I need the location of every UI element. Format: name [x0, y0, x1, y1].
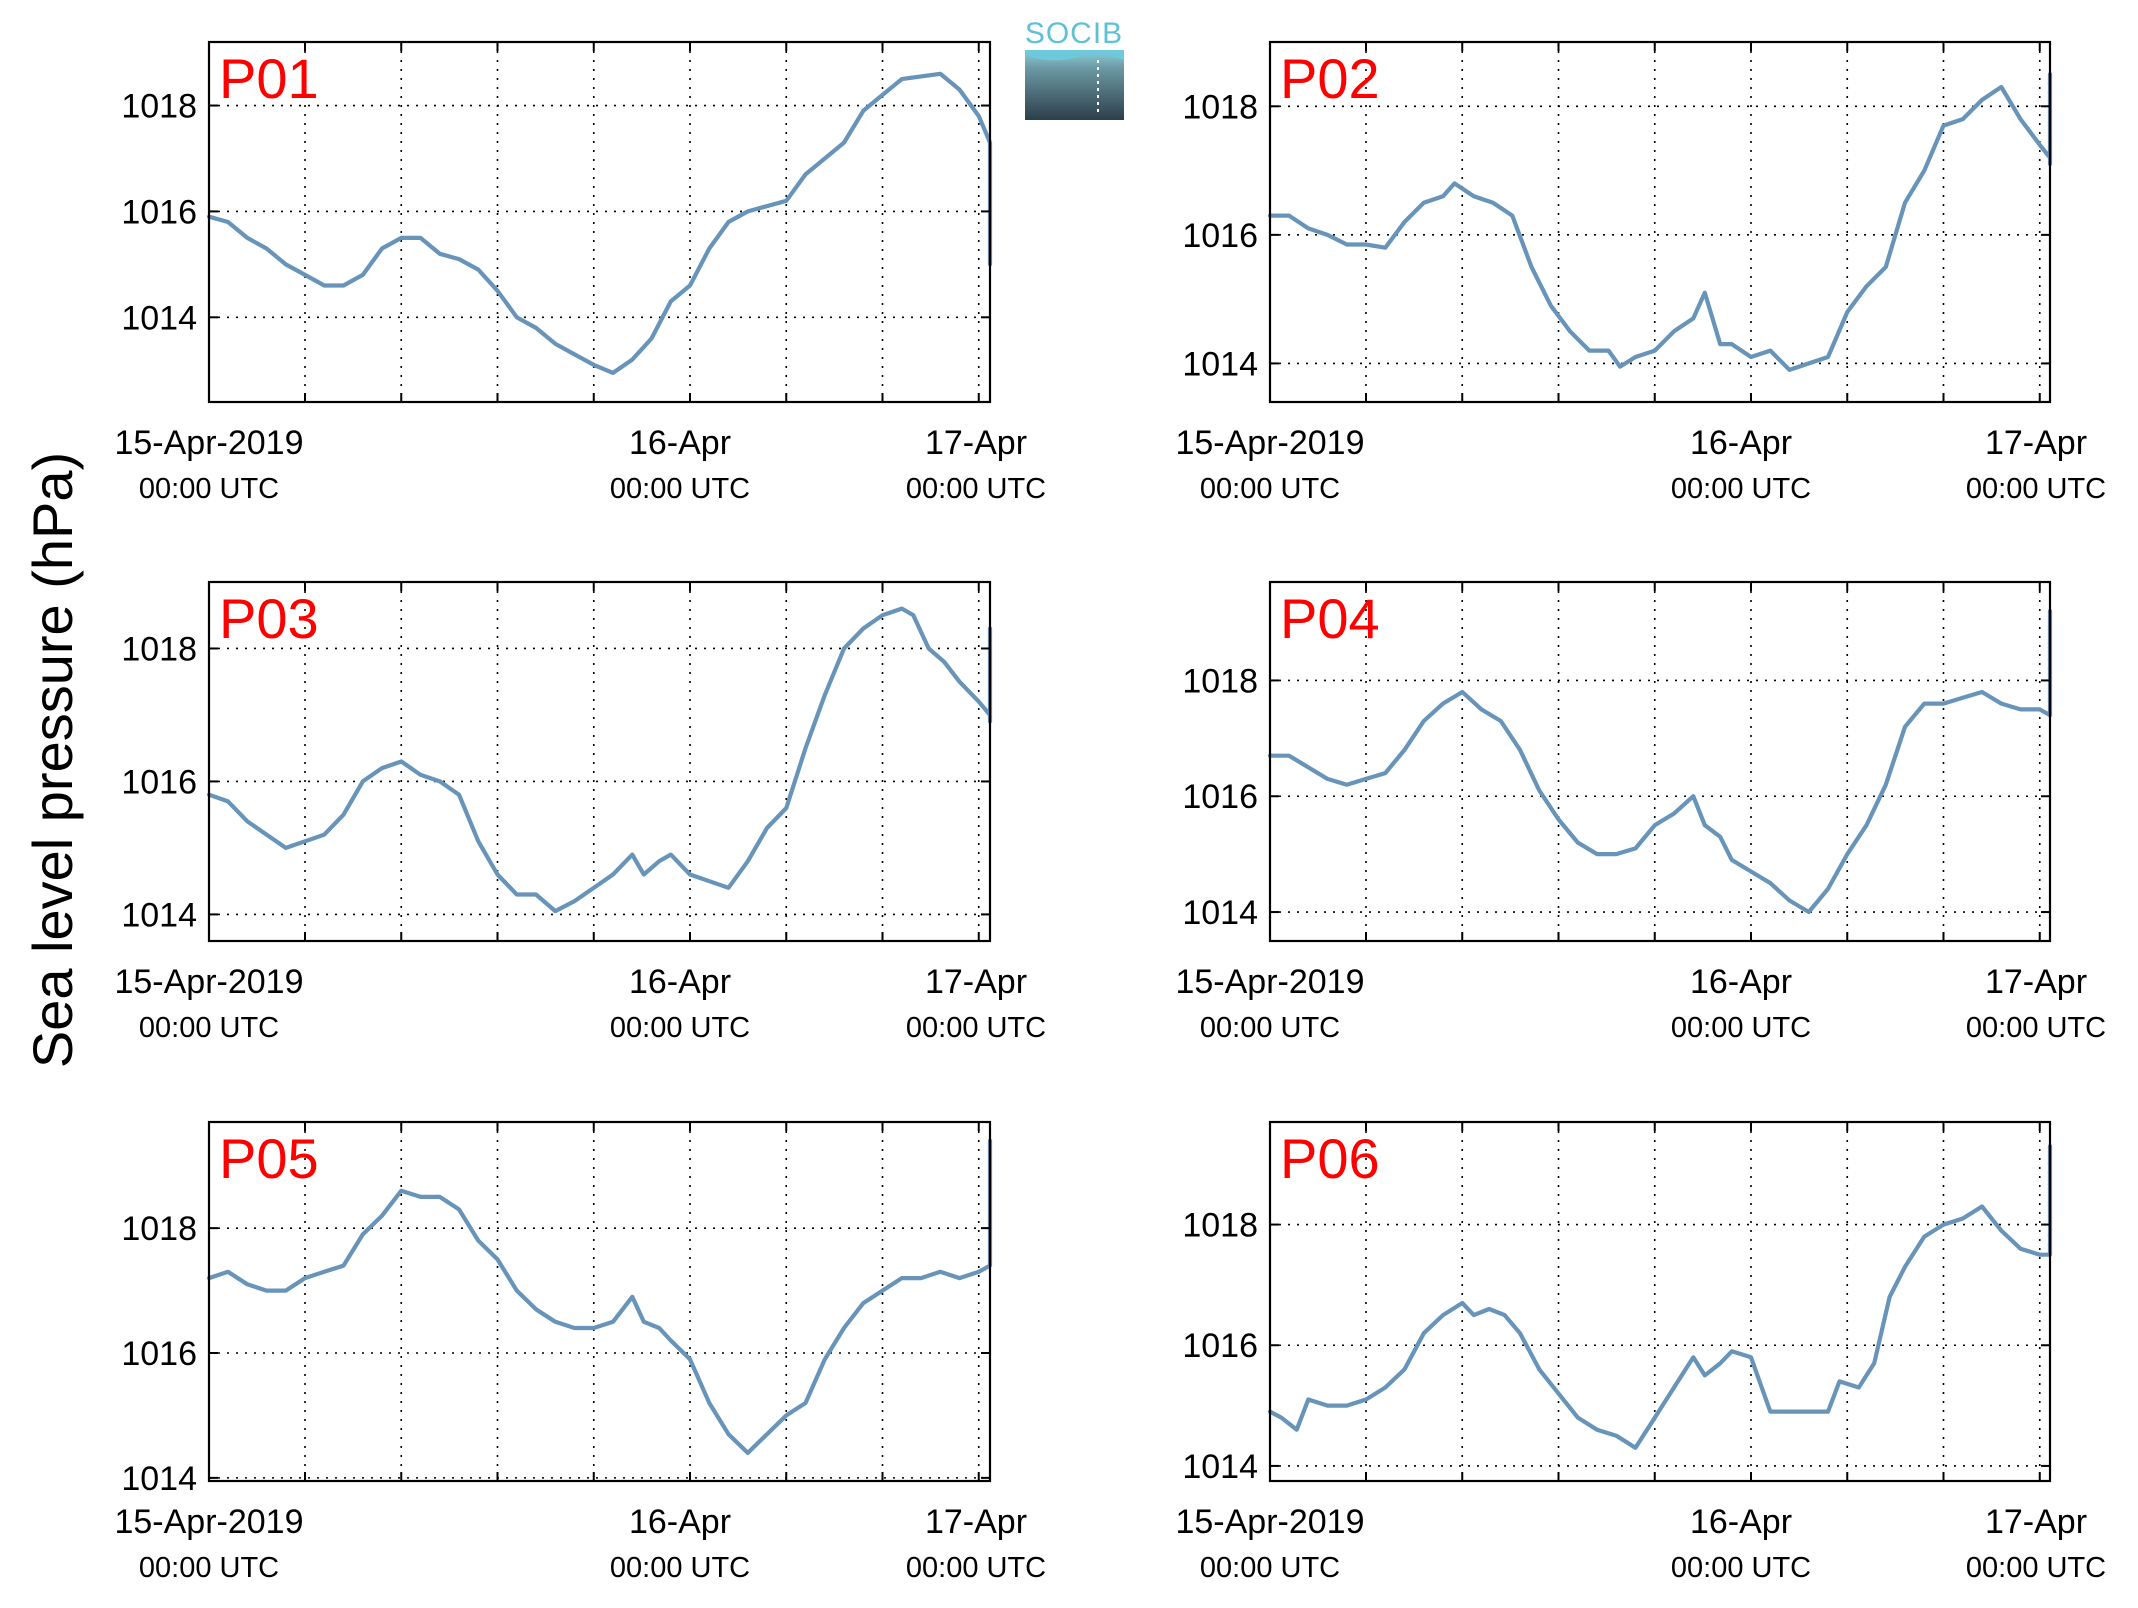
panel-title: P01 [219, 47, 319, 110]
y-tick-label: 1014 [1182, 345, 1258, 383]
x-tick-label-date: 15-Apr-2019 [1175, 424, 1364, 462]
y-tick-label: 1018 [121, 1210, 197, 1248]
x-tick-label-date: 17-Apr [925, 963, 1027, 1001]
x-tick-label-date: 17-Apr [925, 1503, 1027, 1541]
x-tick-label-date: 15-Apr-2019 [114, 1503, 303, 1541]
panel-title: P06 [1280, 1127, 1380, 1190]
x-tick-label-time: 00:00 UTC [139, 1012, 279, 1044]
plot-frame [1268, 580, 2052, 943]
x-tick-label-date: 17-Apr [1985, 424, 2087, 462]
series-line-p01 [206, 71, 993, 375]
panel-p02: 1014 1016 1018 15-Apr-2019 00:00 UTC 16-Apr 00… [1175, 40, 2106, 505]
x-tick-label-date: 17-Apr [1985, 963, 2087, 1001]
series-line-p02 [1267, 71, 2053, 372]
y-tick-label: 1016 [121, 193, 197, 231]
x-tick-label-time: 00:00 UTC [1671, 1012, 1811, 1044]
y-tick-label: 1018 [1182, 1207, 1258, 1245]
y-tick-label: 1014 [121, 896, 197, 934]
panel-title: P03 [219, 587, 319, 650]
x-tick-label-date: 16-Apr [629, 424, 731, 462]
x-tick-label-date: 17-Apr [1985, 1503, 2087, 1541]
panel-p01: 1014 1016 1018 15-Apr-2019 00:00 UTC 16-Apr 00… [114, 40, 1046, 505]
x-tick-label-time: 00:00 UTC [1671, 473, 1811, 505]
plot-frame [207, 40, 992, 404]
panel-title: P02 [1280, 47, 1380, 110]
x-tick-label-time: 00:00 UTC [610, 1012, 750, 1044]
x-tick-label-time: 00:00 UTC [139, 1552, 279, 1584]
x-tick-label-time: 00:00 UTC [610, 473, 750, 505]
panel-title: P05 [219, 1127, 319, 1190]
y-tick-label: 1014 [121, 1460, 197, 1498]
series-line-p05 [206, 1138, 993, 1456]
series-line-p04 [1267, 608, 2053, 915]
x-tick-label-date: 16-Apr [629, 963, 731, 1001]
logo-text: SOCIB [1025, 17, 1123, 50]
y-tick-label: 1018 [1182, 662, 1258, 700]
panel-p06: 1014 1016 1018 15-Apr-2019 00:00 UTC 16-Apr 00… [1175, 1120, 2106, 1584]
y-tick-label: 1016 [121, 763, 197, 801]
x-tick-label-date: 17-Apr [925, 424, 1027, 462]
x-tick-label-time: 00:00 UTC [906, 473, 1046, 505]
y-tick-label: 1014 [121, 299, 197, 337]
plot-frame [207, 1120, 992, 1483]
x-tick-label-time: 00:00 UTC [1966, 1552, 2106, 1584]
x-tick-label-time: 00:00 UTC [610, 1552, 750, 1584]
y-tick-label: 1016 [1182, 1327, 1258, 1365]
x-tick-label-time: 00:00 UTC [1966, 1012, 2106, 1044]
y-tick-label: 1014 [1182, 1448, 1258, 1486]
x-tick-label-time: 00:00 UTC [1671, 1552, 1811, 1584]
x-tick-label-date: 15-Apr-2019 [1175, 1503, 1364, 1541]
x-tick-label-time: 00:00 UTC [1966, 473, 2106, 505]
panel-p04: 1014 1016 1018 15-Apr-2019 00:00 UTC 16-Apr 00… [1175, 580, 2106, 1044]
y-axis-label: Sea level pressure (hPa) [21, 452, 84, 1068]
x-tick-label-time: 00:00 UTC [906, 1552, 1046, 1584]
y-tick-label: 1014 [1182, 894, 1258, 932]
series-line-p06 [1267, 1143, 2053, 1450]
x-tick-label-date: 15-Apr-2019 [114, 963, 303, 1001]
x-tick-label-time: 00:00 UTC [906, 1012, 1046, 1044]
y-tick-label: 1016 [1182, 217, 1258, 255]
y-tick-label: 1018 [121, 630, 197, 668]
logo-block [1025, 50, 1124, 120]
logo-wave [1025, 50, 1124, 61]
x-tick-label-date: 16-Apr [629, 1503, 731, 1541]
socib-logo: SOCIB [1025, 17, 1124, 120]
x-tick-label-time: 00:00 UTC [1200, 1552, 1340, 1584]
plot-frame [1268, 1120, 2052, 1483]
panel-p05: 1014 1016 1018 15-Apr-2019 00:00 UTC 16-Apr 00… [114, 1120, 1046, 1584]
panel-p03: 1014 1016 1018 15-Apr-2019 00:00 UTC 16-Apr 00… [114, 580, 1046, 1044]
plot-frame [207, 580, 992, 943]
panel-title: P04 [1280, 587, 1380, 650]
x-tick-label-time: 00:00 UTC [1200, 473, 1340, 505]
x-tick-label-date: 15-Apr-2019 [114, 424, 303, 462]
plot-frame [1268, 40, 2052, 404]
y-tick-label: 1016 [1182, 778, 1258, 816]
x-tick-label-time: 00:00 UTC [139, 473, 279, 505]
y-tick-label: 1018 [121, 88, 197, 126]
y-tick-label: 1016 [121, 1335, 197, 1373]
y-tick-label: 1018 [1182, 88, 1258, 126]
x-tick-label-date: 15-Apr-2019 [1175, 963, 1364, 1001]
x-tick-label-date: 16-Apr [1690, 424, 1792, 462]
x-tick-label-date: 16-Apr [1690, 1503, 1792, 1541]
x-tick-label-date: 16-Apr [1690, 963, 1792, 1001]
x-tick-label-time: 00:00 UTC [1200, 1012, 1340, 1044]
series-line-p03 [206, 606, 993, 914]
